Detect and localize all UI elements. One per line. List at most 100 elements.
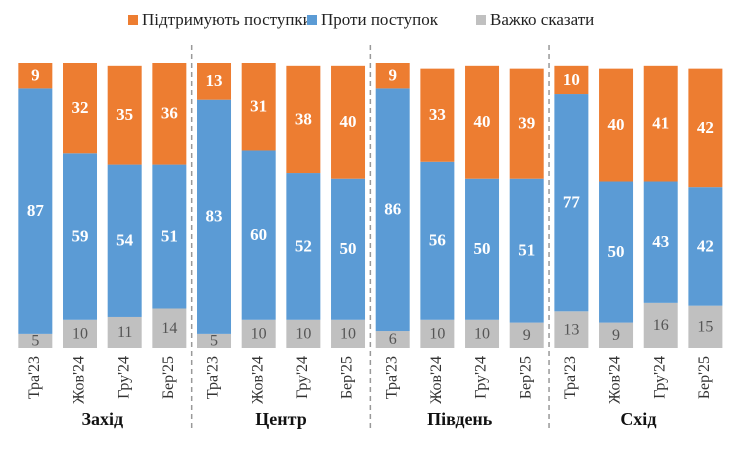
value-label: 40: [608, 115, 625, 134]
bar-segment: [599, 181, 634, 323]
legend-label: Важко сказати: [490, 10, 594, 29]
legend-swatch: [476, 15, 486, 25]
value-label: 41: [652, 114, 669, 133]
bar-segment: [509, 322, 544, 348]
bar-segment: [197, 63, 232, 100]
value-label: 77: [563, 193, 581, 212]
value-label: 9: [612, 327, 620, 344]
value-label: 51: [161, 226, 178, 245]
value-label: 9: [523, 327, 531, 344]
value-label: 5: [31, 333, 39, 350]
value-label: 10: [429, 326, 445, 343]
value-label: 33: [429, 105, 446, 124]
value-label: 35: [116, 105, 133, 124]
bar-segment: [554, 65, 589, 95]
bar-segment: [286, 173, 321, 320]
bar-segment: [420, 68, 455, 162]
bar-segment: [241, 319, 276, 348]
value-label: 11: [117, 324, 132, 341]
value-label: 86: [384, 200, 401, 219]
bar-segment: [286, 65, 321, 174]
bar-segment: [688, 305, 723, 348]
value-label: 40: [474, 112, 491, 131]
bar-segment: [554, 94, 589, 312]
value-label: 39: [518, 114, 535, 133]
x-tick-label: Жов'24: [71, 356, 88, 404]
legend-swatch: [128, 15, 138, 25]
legend-label: Проти поступок: [321, 10, 439, 29]
value-label: 51: [518, 241, 535, 260]
value-label: 38: [295, 109, 312, 128]
value-label: 42: [697, 236, 714, 255]
bar-segment: [331, 178, 366, 320]
x-tick-label: Жов'24: [249, 356, 266, 404]
x-tick-label: Тра'23: [562, 356, 579, 399]
value-label: 5: [210, 333, 218, 350]
x-tick-label: Тра'23: [383, 356, 400, 399]
bar-segment: [509, 68, 544, 179]
x-tick-label: Гру'24: [115, 356, 132, 399]
bar-segment: [420, 319, 455, 348]
value-label: 43: [652, 232, 669, 251]
bar-segment: [465, 65, 500, 179]
legend-label: Підтримують поступки: [142, 10, 312, 29]
bar-segment: [63, 63, 98, 154]
value-label: 52: [295, 236, 312, 255]
value-label: 9: [388, 66, 397, 85]
value-label: 36: [161, 104, 178, 123]
value-label: 13: [206, 71, 223, 90]
x-tick-label: Бер'25: [696, 356, 713, 399]
bar-segment: [599, 322, 634, 348]
bar-segment: [554, 311, 589, 348]
value-label: 10: [563, 70, 580, 89]
bar-segment: [63, 319, 98, 348]
bar-segment: [643, 181, 678, 303]
value-label: 54: [116, 231, 134, 250]
bar-segment: [643, 302, 678, 348]
bar-segment: [152, 164, 187, 309]
bar-segment: [375, 88, 410, 332]
value-label: 50: [340, 239, 357, 258]
x-tick-label: Тра'23: [26, 356, 43, 399]
bar-segment: [241, 63, 276, 151]
value-label: 31: [250, 97, 267, 116]
bar-segment: [18, 333, 53, 348]
value-label: 13: [563, 321, 579, 338]
value-label: 10: [251, 326, 267, 343]
value-label: 59: [72, 226, 89, 245]
value-label: 56: [429, 231, 446, 250]
bar-segment: [331, 319, 366, 348]
bar-segment: [420, 161, 455, 320]
bar-segment: [152, 63, 187, 165]
value-label: 10: [340, 326, 356, 343]
bar-segment: [688, 68, 723, 188]
bar-segment: [241, 150, 276, 320]
value-label: 10: [474, 326, 490, 343]
value-label: 50: [474, 239, 491, 258]
value-label: 6: [389, 331, 397, 348]
bar-segment: [63, 153, 98, 320]
group-label: Центр: [255, 409, 306, 429]
bar-segment: [152, 308, 187, 348]
bar-segment: [375, 63, 410, 89]
value-label: 14: [161, 320, 177, 337]
x-tick-label: Жов'24: [607, 356, 624, 404]
bar-segment: [18, 88, 53, 334]
x-tick-label: Гру'24: [473, 356, 490, 399]
x-tick-label: Гру'24: [294, 356, 311, 399]
x-tick-label: Бер'25: [160, 356, 177, 399]
bar-segment: [465, 178, 500, 320]
group-label: Південь: [427, 409, 493, 429]
value-label: 9: [31, 66, 40, 85]
bar-segment: [509, 178, 544, 323]
value-label: 10: [295, 326, 311, 343]
group-label: Захід: [82, 409, 124, 429]
value-label: 60: [250, 225, 267, 244]
value-label: 32: [72, 98, 89, 117]
legend-swatch: [307, 15, 317, 25]
bar-segment: [375, 331, 410, 348]
x-tick-label: Тра'23: [205, 356, 222, 399]
bar-segment: [197, 333, 232, 348]
value-label: 83: [206, 207, 223, 226]
